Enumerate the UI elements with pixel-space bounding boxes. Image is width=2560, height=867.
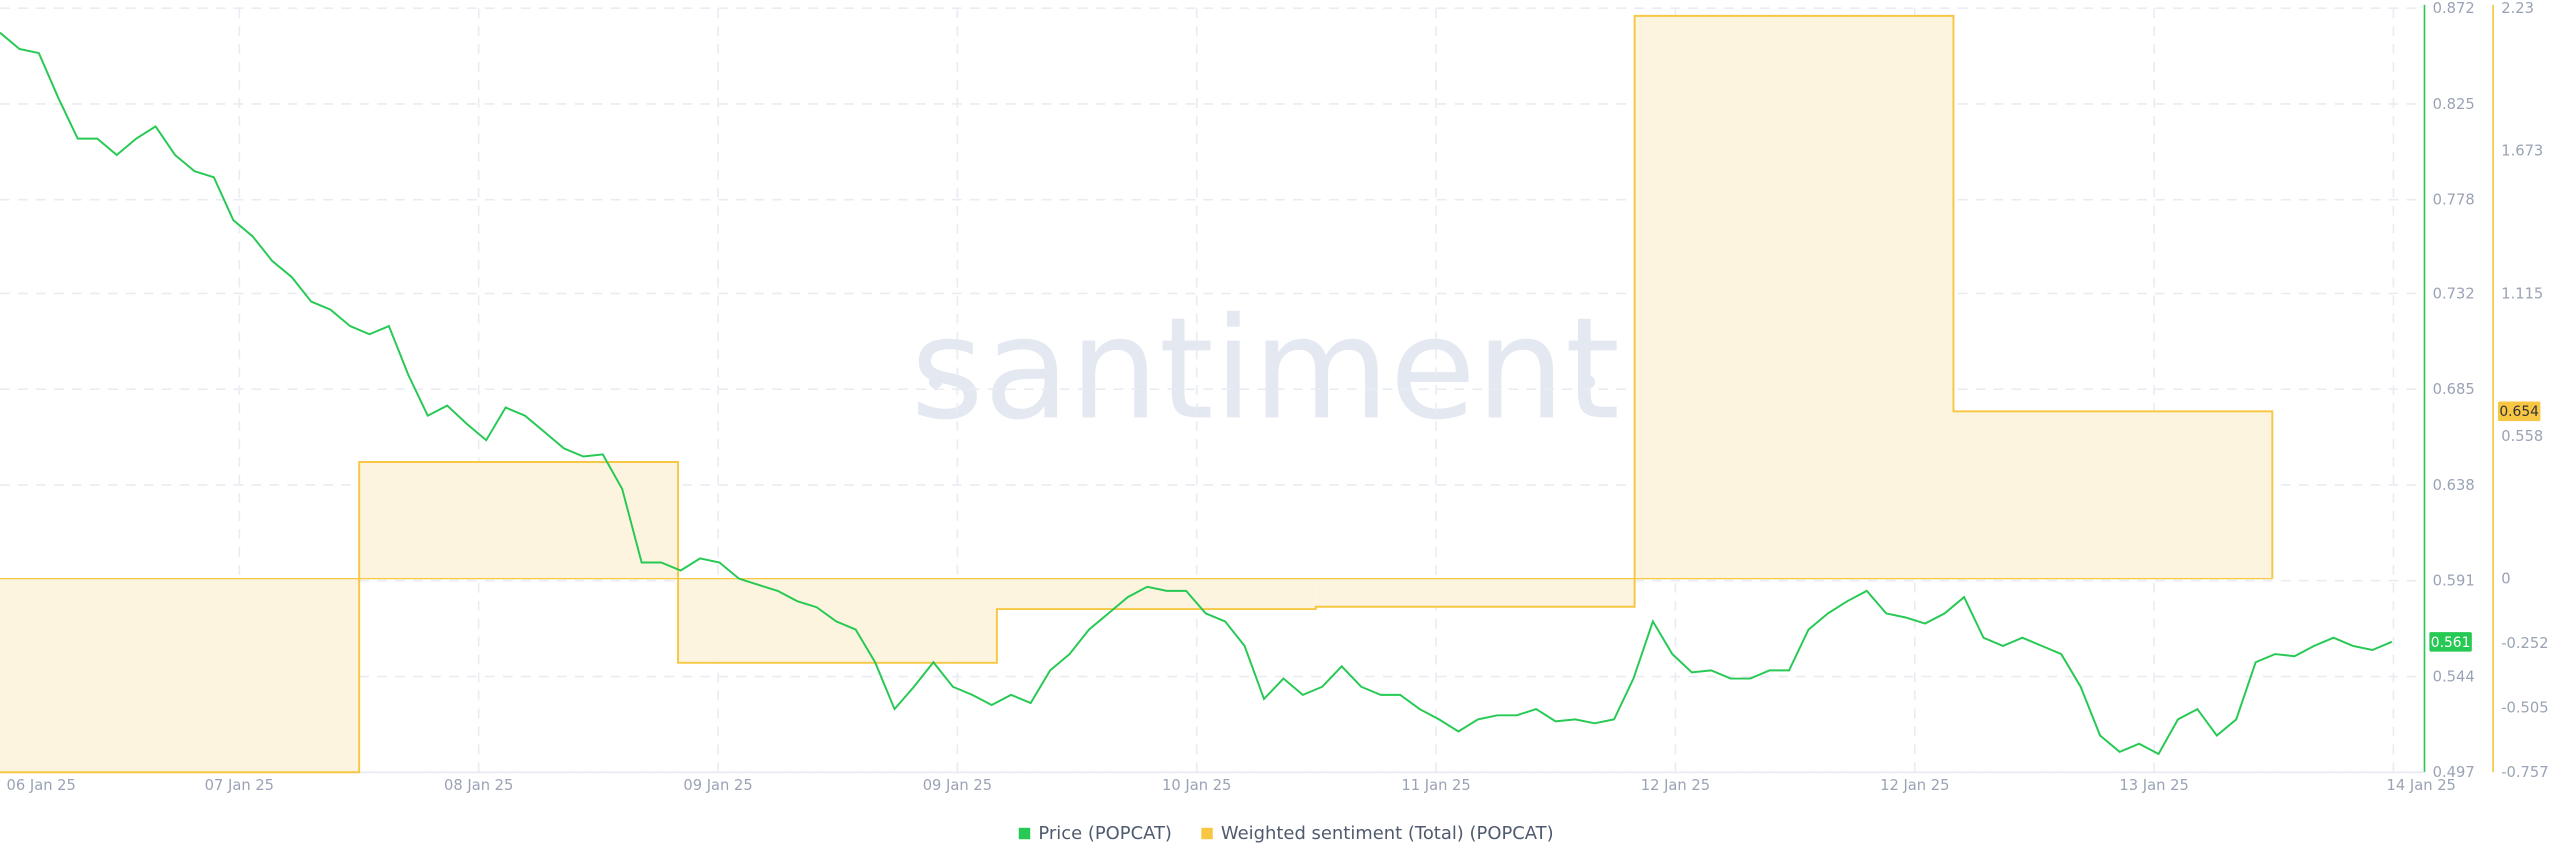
x-tick-label: 12 Jan 25 (1641, 777, 1710, 794)
x-tick-label: 10 Jan 25 (1162, 777, 1231, 794)
sentiment-step-area (1315, 578, 1635, 607)
y-tick-label: 0.544 (2433, 668, 2475, 685)
y-tick-label: 0.591 (2433, 573, 2475, 590)
y-tick-label: 0.825 (2433, 96, 2475, 113)
x-tick-label: 06 Jan 25 (7, 777, 76, 794)
price-badge (2429, 632, 2472, 652)
x-tick-label: 13 Jan 25 (2119, 777, 2188, 794)
legend: Price (POPCAT) Weighted sentiment (Total)… (1018, 823, 1554, 844)
y-tick-label: 0.638 (2433, 477, 2475, 494)
price-badge-label: 0.561 (2431, 635, 2471, 651)
x-tick-label: 14 Jan 25 (2387, 777, 2456, 794)
y-tick-label: 0.778 (2433, 192, 2475, 209)
y2-tick-label: -0.757 (2501, 764, 2548, 781)
watermark-dot (1582, 375, 1596, 389)
x-tick-label: 12 Jan 25 (1880, 777, 1949, 794)
sentiment-series (0, 14, 2274, 774)
legend-swatch (1201, 827, 1213, 840)
y2-tick-label: 0 (2501, 571, 2510, 588)
y2-tick-label: -0.505 (2501, 700, 2548, 717)
y-tick-label: 0.872 (2433, 0, 2475, 17)
sentiment-step-area (1953, 411, 2273, 579)
y-tick-label: 0.497 (2433, 764, 2475, 781)
y2-tick-label: 0.558 (2501, 428, 2543, 445)
sentiment-step-area (0, 578, 360, 773)
x-tick-label: 08 Jan 25 (444, 777, 513, 794)
y-tick-label: 0.685 (2433, 381, 2475, 398)
y2-tick-label: -0.252 (2501, 635, 2548, 652)
y2-tick-label: 1.115 (2501, 285, 2543, 302)
sentiment-step-area (996, 578, 1316, 610)
y2-tick-label: 1.673 (2501, 143, 2543, 160)
sentiment-step-area (678, 578, 997, 663)
x-tick-label: 09 Jan 25 (683, 777, 752, 794)
price-line (0, 31, 2393, 756)
legend-swatch (1018, 827, 1031, 840)
sentiment-step-area (359, 461, 679, 579)
watermark: santiment (911, 288, 1620, 451)
y2-tick-label: 2.23 (2501, 0, 2534, 17)
legend-label: Weighted sentiment (Total) (POPCAT) (1221, 823, 1554, 844)
sentiment-badge-label: 0.654 (2499, 404, 2539, 420)
sentiment-step-area (1634, 15, 1954, 579)
x-tick-label: 09 Jan 25 (923, 777, 992, 794)
watermark-dot (928, 375, 943, 389)
x-tick-label: 11 Jan 25 (1401, 777, 1470, 794)
x-tick-label: 07 Jan 25 (205, 777, 274, 794)
sentiment-step-line (0, 14, 2274, 774)
legend-label: Price (POPCAT) (1038, 823, 1172, 844)
sentiment-badge (2497, 401, 2541, 422)
y-tick-label: 0.732 (2433, 285, 2475, 302)
